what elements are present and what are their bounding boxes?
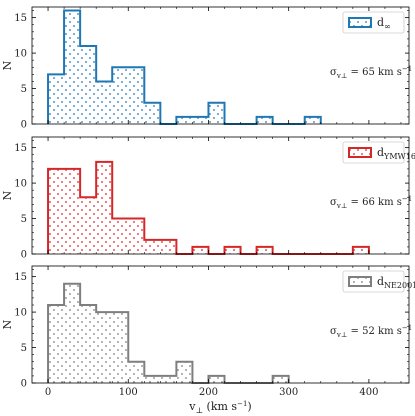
legend: dNE2001 <box>342 270 415 293</box>
y-tick-label: 0 <box>21 120 27 131</box>
histogram-bin <box>96 81 112 124</box>
y-tick-label: 15 <box>14 272 27 283</box>
x-tick-label: 400 <box>359 387 378 398</box>
histogram-bin <box>257 117 273 124</box>
histogram-bin <box>176 362 192 383</box>
histogram-bin <box>208 376 224 383</box>
histogram-bin <box>80 46 96 124</box>
sigma-annotation: σv⊥ = 65 km s−1 <box>330 65 412 80</box>
x-tick-label: 100 <box>119 387 138 398</box>
y-tick-label: 10 <box>14 308 27 319</box>
histogram-bin <box>160 376 176 383</box>
histogram-bin <box>128 67 144 124</box>
histogram-bin <box>208 103 224 124</box>
histogram-bin <box>160 240 176 254</box>
histogram-bin <box>273 376 289 383</box>
histogram-fill-1 <box>48 10 321 124</box>
y-tick-label: 15 <box>14 13 27 24</box>
axes-frame <box>31 265 410 384</box>
legend: dYMW16 <box>342 141 415 164</box>
y-tick-label: 10 <box>14 179 27 190</box>
axes-frame <box>31 6 410 125</box>
histogram-bin <box>257 247 273 254</box>
histogram-bin <box>353 247 369 254</box>
histogram-bin <box>96 162 112 254</box>
x-axis-label: v⊥ (km s−1) <box>188 400 251 415</box>
histogram-bin <box>96 312 112 383</box>
legend-swatch <box>348 147 372 158</box>
histogram-bin <box>80 197 96 254</box>
sigma-annotation: σv⊥ = 66 km s−1 <box>330 195 412 210</box>
legend-label: dYMW16 <box>377 146 415 161</box>
sigma-annotation: σv⊥ = 52 km s−1 <box>330 324 412 339</box>
y-tick-label: 5 <box>21 343 27 354</box>
histogram-bin <box>144 376 160 383</box>
y-tick-label: 15 <box>14 143 27 154</box>
x-tick-label: 200 <box>199 387 218 398</box>
legend-swatch <box>348 276 372 287</box>
y-axis-label: N <box>1 319 14 329</box>
y-tick-label: 5 <box>21 214 27 225</box>
x-tick-label: 300 <box>279 387 298 398</box>
y-axis-label: N <box>1 190 14 200</box>
histogram-bin <box>64 169 80 254</box>
histogram-bin <box>128 219 144 254</box>
legend-label: dNE2001 <box>377 275 415 290</box>
histogram-bin <box>64 11 80 124</box>
legend-label: d∞ <box>377 16 391 31</box>
histogram-bin <box>64 284 80 383</box>
histogram-bin <box>48 305 64 383</box>
histogram-bin <box>48 74 64 124</box>
histogram-bin <box>144 240 160 254</box>
histogram-fill-3 <box>48 283 289 383</box>
axes-frame <box>31 136 410 255</box>
histogram-bin <box>305 117 321 124</box>
y-tick-label: 10 <box>14 49 27 60</box>
y-tick-label: 0 <box>21 250 27 261</box>
histogram-bin <box>144 103 160 124</box>
histogram-bin <box>192 247 208 254</box>
histogram-bin <box>80 305 96 383</box>
histogram-bin <box>225 247 241 254</box>
y-tick-label: 0 <box>21 379 27 390</box>
histogram-bin <box>128 362 144 383</box>
histogram-fill-2 <box>48 161 369 254</box>
histogram-bin <box>112 312 128 383</box>
y-axis-label: N <box>1 60 14 70</box>
histogram-bin <box>48 169 64 254</box>
histogram-bin <box>192 117 208 124</box>
histogram-bin <box>112 67 128 124</box>
histogram-bin <box>112 219 128 254</box>
legend-swatch <box>348 17 372 28</box>
y-tick-label: 5 <box>21 84 27 95</box>
histogram-bin <box>176 117 192 124</box>
histogram-panel-1: 0 5 10 15 Nd∞ σv⊥ = 65 km s−1 <box>1 6 412 131</box>
x-tick-label: 0 <box>45 387 51 398</box>
legend: d∞ <box>342 11 405 34</box>
